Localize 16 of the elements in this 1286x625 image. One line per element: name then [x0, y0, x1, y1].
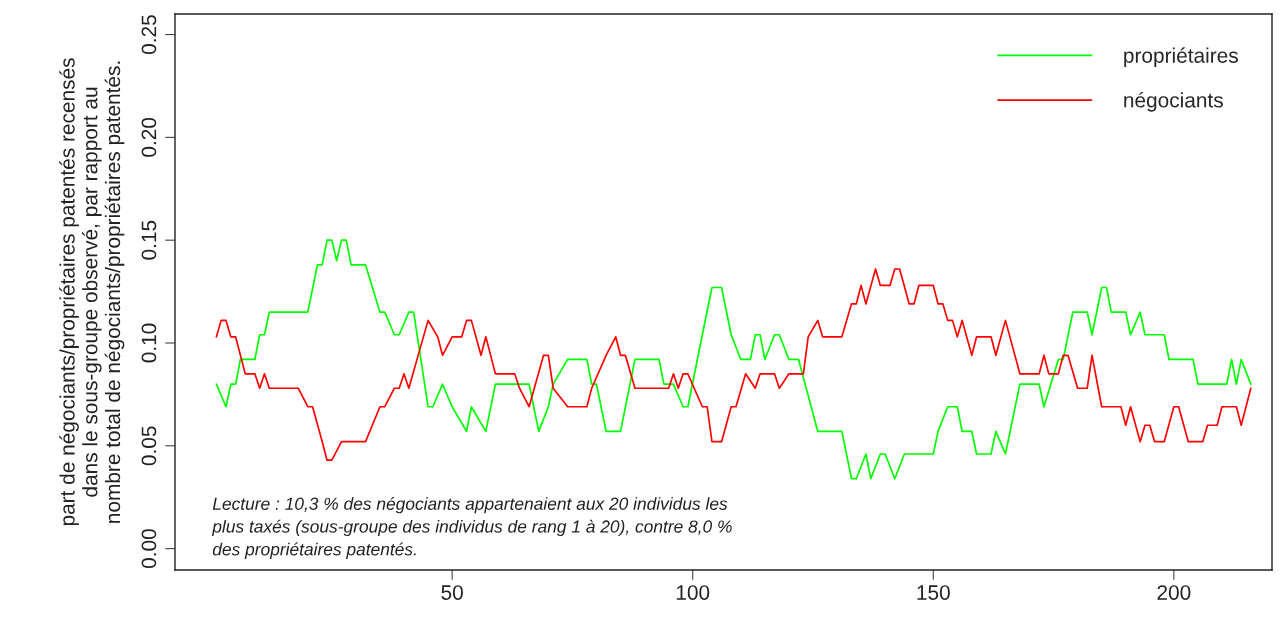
x-tick-label: 200	[1157, 585, 1191, 600]
x-tick-label: 50	[441, 585, 463, 600]
annotation: Lecture : 10,3 % des négociants appartenaient aux 20 individus les plus taxés (sous-groupe des individus de rang 1 à 20), contre 8,0 % des propriétaires patentés.	[211, 496, 732, 559]
y-tick-label: 0.05	[141, 426, 157, 466]
x-tick-label: 150	[917, 585, 950, 600]
legend-label: négociants	[1124, 92, 1223, 112]
y-tick-label: 0.25	[141, 15, 157, 55]
legend-label: propriétaires	[1124, 47, 1238, 67]
y-tick-label: 0.10	[141, 323, 157, 363]
line-series	[215, 268, 1252, 462]
y-tick-label: 0.20	[141, 117, 157, 157]
line-series	[215, 239, 1252, 480]
y-axis-title: part de négociants/propriétaires patentés recensés dans le sous-groupe observé, par rapport au nombre total de négociants/propriétaires patentés.	[59, 58, 125, 526]
y-tick-label: 0.15	[141, 220, 157, 260]
x-tick-label: 100	[676, 585, 710, 600]
y-tick-label: 0.00	[141, 529, 157, 569]
